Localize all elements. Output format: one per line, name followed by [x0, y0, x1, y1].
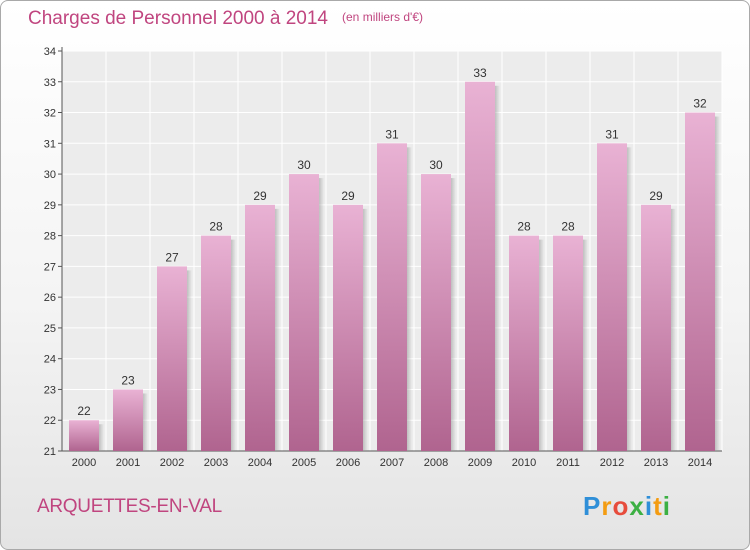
bar-shadow: [495, 85, 500, 452]
value-label: 28: [517, 220, 531, 234]
y-tick-label: 22: [44, 415, 56, 427]
y-tick-label: 25: [44, 323, 56, 335]
y-tick-label: 31: [44, 138, 56, 150]
logo-letter: i: [662, 491, 671, 521]
y-tick-label: 34: [44, 46, 56, 58]
value-label: 30: [429, 158, 443, 172]
bar-2001: [113, 389, 143, 451]
bar-shadow: [451, 178, 456, 452]
value-label: 23: [121, 373, 135, 387]
bar-shadow: [319, 178, 324, 452]
value-label: 28: [561, 220, 575, 234]
value-label: 27: [165, 250, 179, 264]
y-tick-label: 30: [44, 169, 56, 181]
bar-shadow: [363, 208, 368, 451]
bar-shadow: [231, 239, 236, 451]
bar-2009: [465, 81, 495, 452]
logo-letter: i: [644, 491, 654, 521]
x-tick-label: 2002: [160, 457, 184, 469]
bar-2011: [553, 235, 583, 451]
chart-title-text: Charges de Personnel 2000 à 2014: [28, 8, 329, 29]
bar-2010: [509, 235, 539, 451]
bar-shadow: [99, 424, 104, 451]
chart-title: Charges de Personnel 2000 à 2014 (en mill…: [28, 8, 423, 30]
x-tick-label: 2012: [600, 457, 624, 469]
bar-shadow: [715, 116, 720, 452]
value-label: 29: [341, 189, 355, 203]
value-label: 32: [693, 97, 707, 111]
value-label: 28: [209, 220, 223, 234]
x-tick-label: 2003: [204, 457, 228, 469]
bar-2014: [685, 112, 715, 452]
x-tick-label: 2010: [512, 457, 536, 469]
value-label: 29: [253, 189, 267, 203]
y-tick-label: 33: [44, 77, 56, 89]
x-tick-label: 2006: [336, 457, 360, 469]
bar-shadow: [187, 270, 192, 451]
bar-shadow: [627, 147, 632, 452]
bar-shadow: [407, 147, 412, 452]
logo-letter: r: [601, 491, 613, 521]
bar-shadow: [671, 208, 676, 451]
bar-2000: [69, 420, 99, 451]
logo-letter: o: [612, 491, 630, 521]
logo-letter: t: [653, 491, 663, 521]
value-label: 33: [473, 66, 487, 80]
bar-shadow: [275, 208, 280, 451]
proxiti-logo: Proxiti: [583, 491, 671, 522]
bar-shadow: [583, 239, 588, 451]
bar-shadow: [143, 393, 148, 451]
value-label: 31: [605, 127, 619, 141]
x-tick-label: 2009: [468, 457, 492, 469]
x-tick-label: 2000: [72, 457, 96, 469]
bar-2012: [597, 143, 627, 452]
y-tick-label: 28: [44, 231, 56, 243]
x-tick-label: 2007: [380, 457, 404, 469]
logo-letter: x: [629, 491, 645, 521]
value-label: 29: [649, 189, 663, 203]
y-tick-label: 23: [44, 384, 56, 396]
bar-shadow: [539, 239, 544, 451]
x-tick-label: 2004: [248, 457, 272, 469]
bar-2007: [377, 143, 407, 452]
bar-2002: [157, 266, 187, 451]
bar-2008: [421, 174, 451, 452]
value-label: 22: [77, 404, 91, 418]
chart-subtitle: (en milliers d'€): [342, 10, 423, 24]
y-tick-label: 29: [44, 200, 56, 212]
value-label: 30: [297, 158, 311, 172]
x-tick-label: 2005: [292, 457, 316, 469]
bar-2006: [333, 204, 363, 451]
bar-2013: [641, 204, 671, 451]
bar-2004: [245, 204, 275, 451]
bar-2003: [201, 235, 231, 451]
y-tick-label: 24: [44, 354, 56, 366]
x-tick-label: 2014: [688, 457, 712, 469]
bar-2005: [289, 174, 319, 452]
x-tick-label: 2013: [644, 457, 668, 469]
logo-letter: P: [583, 491, 602, 521]
y-tick-label: 27: [44, 261, 56, 273]
y-tick-label: 32: [44, 108, 56, 120]
y-tick-label: 26: [44, 292, 56, 304]
value-label: 31: [385, 127, 399, 141]
y-tick-label: 21: [44, 446, 56, 458]
x-tick-label: 2011: [556, 457, 580, 469]
x-tick-label: 2008: [424, 457, 448, 469]
x-tick-label: 2001: [116, 457, 140, 469]
commune-name: ARQUETTES-EN-VAL: [37, 496, 222, 517]
